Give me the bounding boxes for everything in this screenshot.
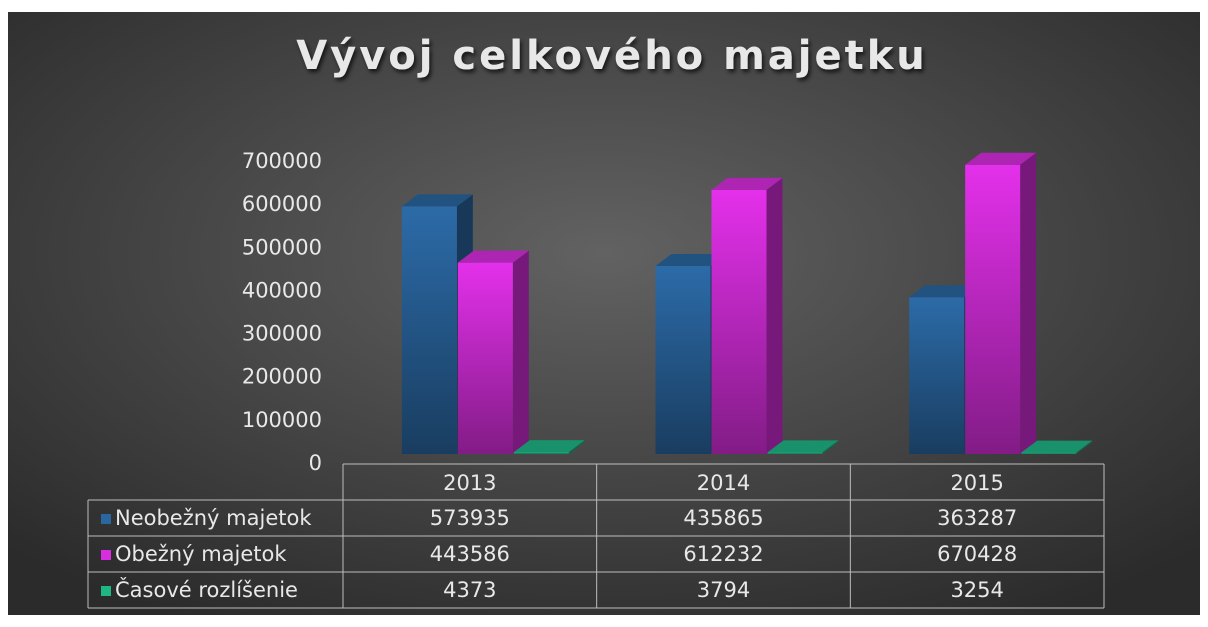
y-tick-label: 500000 — [242, 235, 322, 259]
bar-front — [1021, 452, 1077, 454]
bar-top — [711, 177, 783, 190]
bar-front — [457, 262, 513, 454]
legend-swatch — [101, 586, 111, 596]
bar-top — [965, 152, 1037, 165]
y-tick-label: 100000 — [242, 408, 322, 432]
bar-front — [965, 164, 1021, 454]
bar — [965, 152, 1037, 454]
bar-side — [568, 440, 585, 454]
y-tick-label: 300000 — [242, 322, 322, 346]
y-tick-label: 600000 — [242, 192, 322, 216]
bar-front — [909, 297, 965, 454]
table-value: 573935 — [430, 506, 510, 530]
table-value: 435865 — [683, 506, 763, 530]
y-tick-label: 700000 — [242, 149, 322, 173]
table-value: 612232 — [683, 542, 763, 566]
bar-side — [1076, 440, 1093, 454]
table-value: 443586 — [430, 542, 510, 566]
table-value: 670428 — [937, 542, 1017, 566]
legend-label: Obežný majetok — [115, 542, 287, 566]
legend-swatch — [101, 514, 111, 524]
x-tick-label: 2015 — [950, 471, 1003, 495]
bar-top — [401, 194, 473, 207]
bar-top — [457, 250, 529, 263]
bar-top — [513, 440, 585, 453]
bar-top — [655, 253, 727, 266]
bar-side — [822, 440, 839, 454]
y-tick-label: 0 — [309, 451, 322, 475]
bar-top — [767, 440, 839, 453]
x-tick-label: 2013 — [443, 471, 496, 495]
bar-side — [1020, 152, 1037, 454]
bar — [1021, 440, 1093, 454]
bar — [457, 250, 529, 454]
bar-top — [909, 285, 981, 298]
y-tick-label: 200000 — [242, 365, 322, 389]
bar-top — [1021, 440, 1093, 453]
y-tick-label: 400000 — [242, 278, 322, 302]
bar — [711, 177, 783, 455]
chart-title: Vývoj celkového majetku — [296, 33, 928, 79]
bar-front — [401, 206, 457, 454]
legend-label: Časové rozlíšenie — [115, 577, 298, 602]
table-value: 3254 — [950, 578, 1003, 602]
table-value: 363287 — [937, 506, 1017, 530]
bar — [767, 440, 839, 454]
bar-front — [711, 189, 767, 455]
bar — [513, 440, 585, 454]
legend-swatch — [101, 550, 111, 560]
bar-front — [513, 452, 569, 454]
table-value: 4373 — [443, 578, 496, 602]
bar-front — [767, 452, 823, 454]
bar-front — [655, 265, 711, 454]
x-tick-label: 2014 — [697, 471, 750, 495]
bar-side — [512, 250, 529, 454]
bar-side — [766, 177, 783, 455]
table-value: 3794 — [697, 578, 750, 602]
legend-label: Neobežný majetok — [115, 506, 312, 530]
